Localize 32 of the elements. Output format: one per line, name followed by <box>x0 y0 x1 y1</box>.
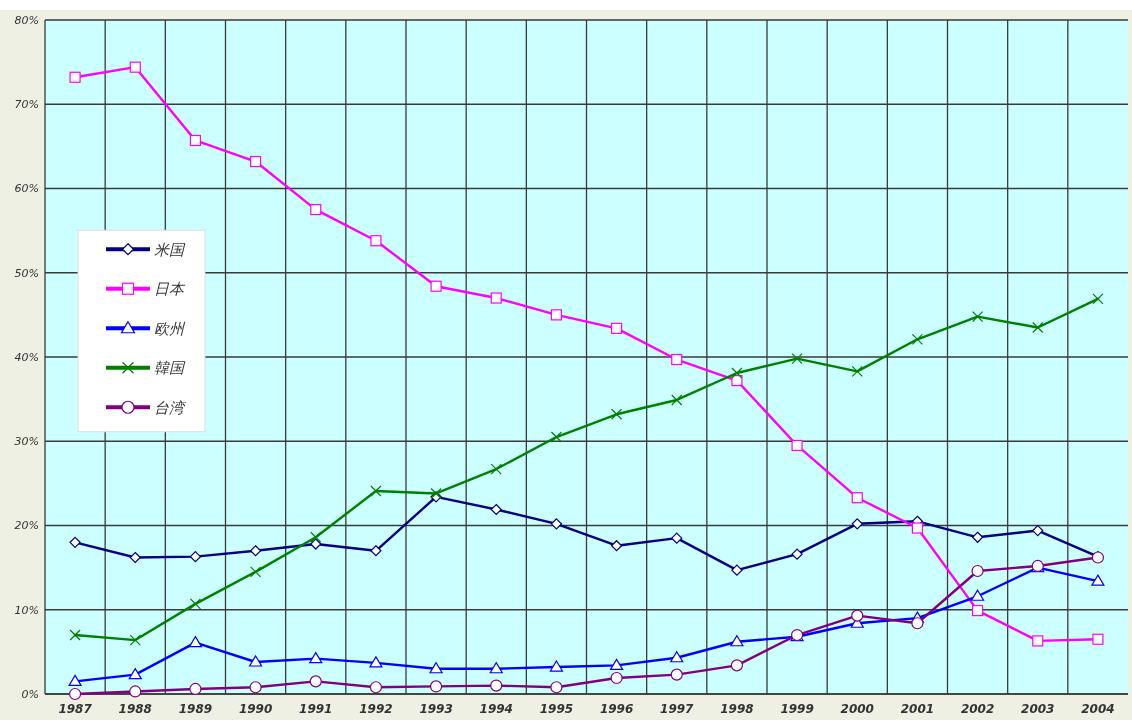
y-tick-label: 30% <box>14 435 39 449</box>
x-tick-label: 1987 <box>58 702 93 716</box>
legend-label: 欧州 <box>154 319 186 338</box>
y-tick-label: 50% <box>14 266 39 280</box>
y-tick-label: 10% <box>14 603 39 617</box>
legend-label: 日本 <box>154 280 186 298</box>
x-tick-label: 1997 <box>660 702 695 716</box>
x-tick-label: 1988 <box>118 702 152 716</box>
x-tick-label: 1998 <box>720 702 754 716</box>
y-tick-label: 80% <box>14 13 39 27</box>
x-tick-label: 1989 <box>178 702 213 716</box>
x-tick-label: 1999 <box>780 702 814 716</box>
legend-label: 米国 <box>154 240 186 259</box>
x-tick-label: 2002 <box>960 702 995 716</box>
y-tick-label: 60% <box>14 182 39 196</box>
y-tick-label: 20% <box>14 519 39 533</box>
x-tick-label: 1992 <box>359 702 393 716</box>
x-tick-label: 2003 <box>1021 702 1055 716</box>
x-tick-label: 1990 <box>238 702 273 716</box>
x-tick-label: 1993 <box>419 702 453 716</box>
y-tick-label: 0% <box>21 687 39 701</box>
x-tick-label: 1991 <box>299 702 333 716</box>
x-tick-label: 1995 <box>539 702 574 716</box>
x-tick-label: 2001 <box>900 702 935 716</box>
legend-label: 韓国 <box>154 359 186 377</box>
y-tick-label: 40% <box>14 350 39 364</box>
x-tick-label: 1996 <box>599 702 634 716</box>
legend-label: 台湾 <box>154 398 187 417</box>
y-tick-label: 70% <box>14 98 39 112</box>
x-tick-label: 2004 <box>1081 702 1115 716</box>
x-tick-label: 1994 <box>479 702 513 716</box>
x-tick-label: 2000 <box>840 702 874 716</box>
